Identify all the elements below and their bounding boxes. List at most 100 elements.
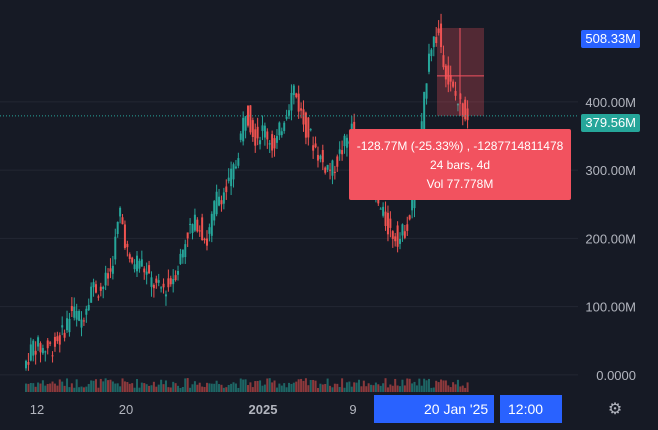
candle-body (85, 308, 88, 315)
volume-bar (288, 382, 291, 392)
volume-bar (53, 383, 56, 392)
candle-body (203, 238, 206, 241)
candle-body (155, 278, 158, 283)
volume-bar (333, 383, 336, 392)
candle-body (408, 215, 411, 220)
candle-body (58, 335, 61, 345)
candle-body (312, 145, 315, 151)
volume-bar (234, 383, 237, 392)
volume-bar (232, 382, 235, 392)
volume-bar (415, 385, 418, 392)
volume-bar (367, 383, 370, 392)
candle-body (186, 232, 189, 239)
candle-body (116, 221, 119, 235)
candle-body (275, 136, 278, 143)
candle-body (454, 90, 457, 96)
candle-body (227, 177, 230, 182)
volume-bar (145, 384, 148, 392)
candle-body (53, 336, 56, 347)
volume-bar (382, 383, 385, 392)
candle-body (394, 236, 397, 242)
volume-bar (447, 385, 450, 392)
volume-bar (126, 382, 129, 392)
volume-bar (208, 383, 211, 392)
candle-body (396, 225, 399, 247)
y-tick-label: 100.00M (585, 300, 636, 315)
volume-bar (213, 383, 216, 392)
volume-bar (205, 382, 208, 392)
volume-bar (312, 379, 315, 392)
candle-body (423, 91, 426, 130)
candle-body (442, 55, 445, 68)
candle-body (263, 125, 266, 138)
x-tick-label: 9 (349, 402, 356, 417)
candle-body (464, 99, 467, 120)
candle-body (63, 332, 66, 338)
candle-body (386, 212, 389, 235)
volume-bar (123, 381, 126, 392)
volume-bar (210, 383, 213, 392)
volume-bar (119, 386, 122, 392)
candle-body (406, 224, 409, 231)
volume-bar (162, 384, 165, 392)
gear-icon[interactable]: ⚙ (607, 401, 623, 418)
volume-bar (189, 387, 192, 392)
volume-bar (343, 387, 346, 392)
volume-bar (61, 381, 64, 392)
candle-body (143, 268, 146, 273)
measure-change: -128.77M (-25.33%) , -1287714811478 (356, 138, 564, 153)
volume-bar (99, 378, 102, 392)
candle-body (189, 223, 192, 225)
candle-body (162, 283, 165, 288)
volume-bar (427, 378, 430, 392)
volume-bar (97, 387, 100, 392)
candle-body (268, 143, 271, 145)
volume-bar (73, 387, 76, 392)
volume-bar (63, 385, 66, 392)
volume-bar (148, 385, 151, 392)
candle-body (341, 150, 344, 155)
volume-bar (350, 386, 353, 392)
candle-body (92, 282, 95, 288)
candle-body (285, 116, 288, 119)
candle-body (237, 158, 240, 166)
x-tick-label: 12 (30, 402, 44, 417)
candle-body (172, 279, 175, 285)
candle-body (198, 230, 201, 232)
volume-bar (401, 379, 404, 392)
volume-bar (411, 383, 414, 392)
candle-body (133, 264, 136, 270)
volume-bar (396, 385, 399, 392)
volume-bar (251, 387, 254, 392)
candle-body (210, 213, 213, 236)
candle-body (222, 192, 225, 204)
volume-bar (140, 382, 143, 392)
candle-body (102, 286, 105, 290)
volume-bar (27, 383, 30, 392)
volume-bar (136, 378, 138, 392)
volume-bar (461, 385, 464, 392)
volume-bar (280, 385, 283, 392)
candle-body (249, 105, 252, 133)
volume-bar (220, 384, 223, 392)
volume-bar (454, 384, 457, 392)
candle-body (302, 109, 305, 125)
candle-body (319, 155, 322, 160)
volume-bar (167, 387, 170, 392)
volume-bar (377, 384, 380, 392)
y-tick-label: 300.00M (585, 163, 636, 178)
y-tick-label: 0.0000 (596, 368, 636, 383)
volume-bar (406, 378, 409, 392)
volume-bar (326, 378, 329, 392)
candle-body (82, 320, 85, 322)
candle-body (119, 207, 122, 217)
candle-body (461, 103, 464, 117)
volume-bar (384, 378, 387, 392)
volume-bar (423, 378, 426, 392)
volume-bar (425, 380, 428, 392)
volume-bar (68, 387, 71, 392)
volume-bar (155, 386, 158, 392)
candle-body (353, 121, 356, 136)
